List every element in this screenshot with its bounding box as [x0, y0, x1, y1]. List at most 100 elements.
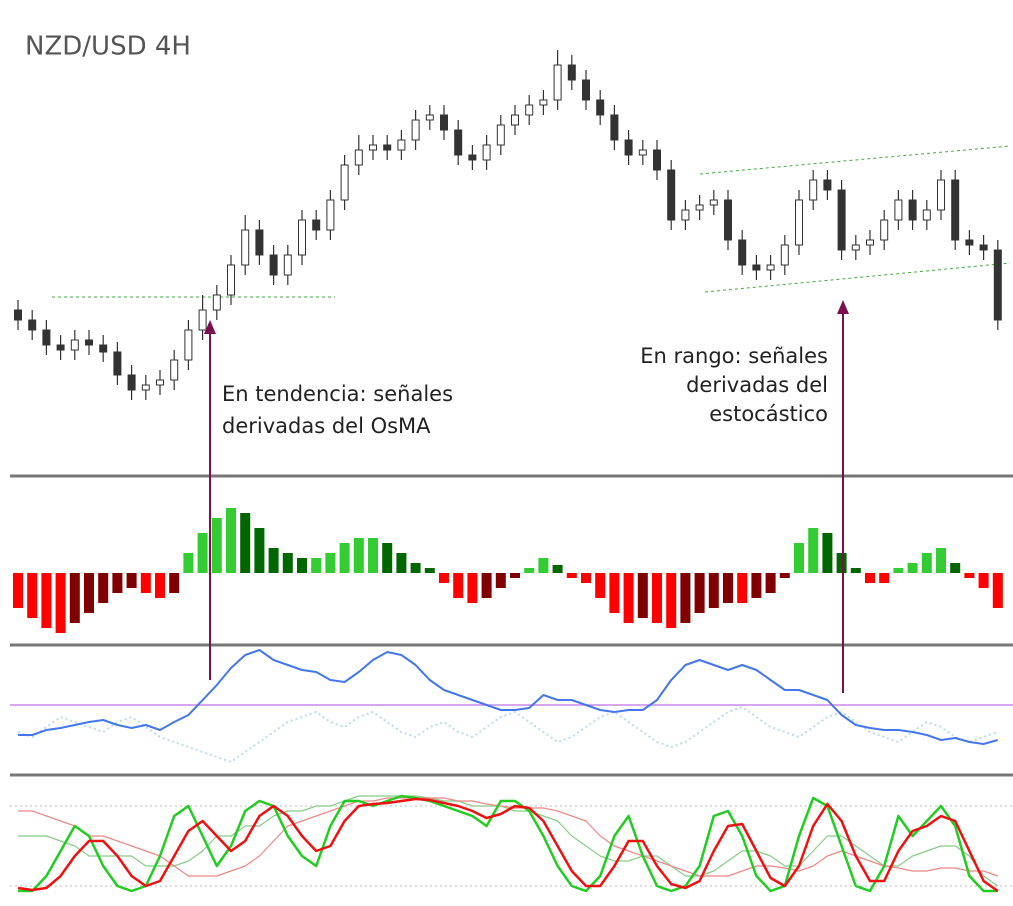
osma-bar: [950, 563, 961, 573]
osma-bar: [282, 553, 293, 573]
osma-bar: [836, 553, 847, 573]
osma-bar: [552, 565, 563, 573]
osma-bar: [325, 553, 336, 573]
candle-body: [440, 114, 448, 131]
annotation: derivadas del: [686, 373, 828, 397]
osma-bar: [708, 573, 719, 608]
osma-bar: [936, 548, 946, 573]
candle-body: [411, 119, 420, 141]
candle-body: [454, 129, 463, 156]
candle-body: [70, 339, 79, 351]
osma-bar: [907, 563, 918, 573]
candle-body: [99, 344, 108, 353]
candle-body: [851, 244, 860, 251]
candle-body: [227, 264, 235, 296]
candle-body: [553, 64, 562, 101]
osma-bar: [268, 548, 279, 573]
osma-bar: [794, 543, 804, 573]
osma-bar: [609, 573, 620, 613]
osma-bar: [197, 533, 208, 573]
candle-body: [610, 114, 619, 141]
osma-bar: [822, 533, 833, 573]
osma-bar: [453, 573, 464, 598]
candle-body: [965, 239, 974, 246]
osma-bar: [992, 573, 1003, 608]
osma-bar: [666, 573, 677, 628]
chart-title: NZD/USD 4H: [25, 32, 191, 62]
candle-body: [496, 124, 505, 146]
candle-body: [397, 139, 406, 151]
osma-bar: [297, 558, 307, 573]
candle-body: [482, 144, 491, 161]
osma-bar: [140, 573, 151, 593]
indicator-line: [18, 795, 999, 887]
candle-body: [695, 204, 704, 211]
candle-body: [582, 79, 590, 101]
candle-body: [624, 139, 633, 156]
candle-body: [993, 249, 1002, 321]
osma-bar: [637, 573, 648, 618]
osma-bar: [410, 563, 421, 573]
osma-bar: [98, 573, 109, 603]
osma-bar: [467, 573, 478, 603]
candle-body: [156, 379, 164, 386]
annotation: estocástico: [709, 402, 828, 426]
candle-body: [170, 359, 179, 381]
osma-bar: [921, 553, 932, 573]
candle-body: [113, 351, 122, 376]
candle-body: [709, 199, 718, 206]
osma-bar: [55, 573, 66, 633]
osma-bar: [27, 573, 38, 618]
osma-bar: [481, 573, 492, 598]
candle-body: [127, 374, 136, 391]
candle-body: [326, 199, 335, 231]
osma-bar: [211, 518, 222, 573]
candle-body: [298, 219, 306, 256]
candle-body: [795, 199, 803, 246]
osma-bar: [723, 573, 733, 603]
candle-body: [369, 144, 377, 151]
osma-bar: [680, 573, 691, 623]
osma-bar: [538, 558, 549, 573]
osma-bar: [566, 573, 577, 578]
annotation: derivadas del OsMA: [222, 414, 431, 438]
osma-bar: [694, 573, 705, 613]
candle-body: [340, 164, 349, 201]
candle-body: [653, 149, 661, 171]
candle-body: [85, 339, 93, 346]
osma-bar: [879, 573, 890, 583]
candle-body: [809, 179, 818, 201]
osma-bar: [850, 568, 861, 573]
channel-top: [699, 145, 1011, 175]
candle-body: [837, 189, 846, 251]
arrow-head: [204, 320, 216, 334]
osma-bar: [183, 553, 194, 573]
indicator-line: [18, 794, 998, 893]
annotation: En tendencia: señales: [222, 382, 453, 406]
osma-bar: [13, 573, 23, 608]
osma-bar: [737, 573, 748, 603]
osma-bar: [808, 528, 819, 573]
candle-body: [383, 144, 392, 151]
osma-bar: [524, 568, 535, 573]
candle-body: [766, 264, 775, 271]
candle-body: [681, 209, 690, 221]
osma-bar: [311, 558, 322, 573]
osma-bar: [495, 573, 506, 588]
candle-body: [511, 114, 519, 126]
osma-bar: [339, 543, 350, 573]
candle-body: [312, 219, 321, 231]
candle-body: [823, 179, 832, 191]
candle-body: [880, 219, 889, 241]
osma-bar: [623, 573, 634, 623]
osma-bar: [396, 553, 407, 573]
candle-body: [922, 209, 931, 221]
osma-bar: [84, 573, 94, 613]
osma-bar: [865, 573, 875, 583]
osma-bar: [382, 543, 393, 573]
candle-body: [525, 104, 534, 116]
osma-bar: [424, 568, 435, 573]
candle-body: [255, 229, 264, 256]
osma-bar: [254, 528, 265, 573]
candle-body: [539, 99, 548, 106]
